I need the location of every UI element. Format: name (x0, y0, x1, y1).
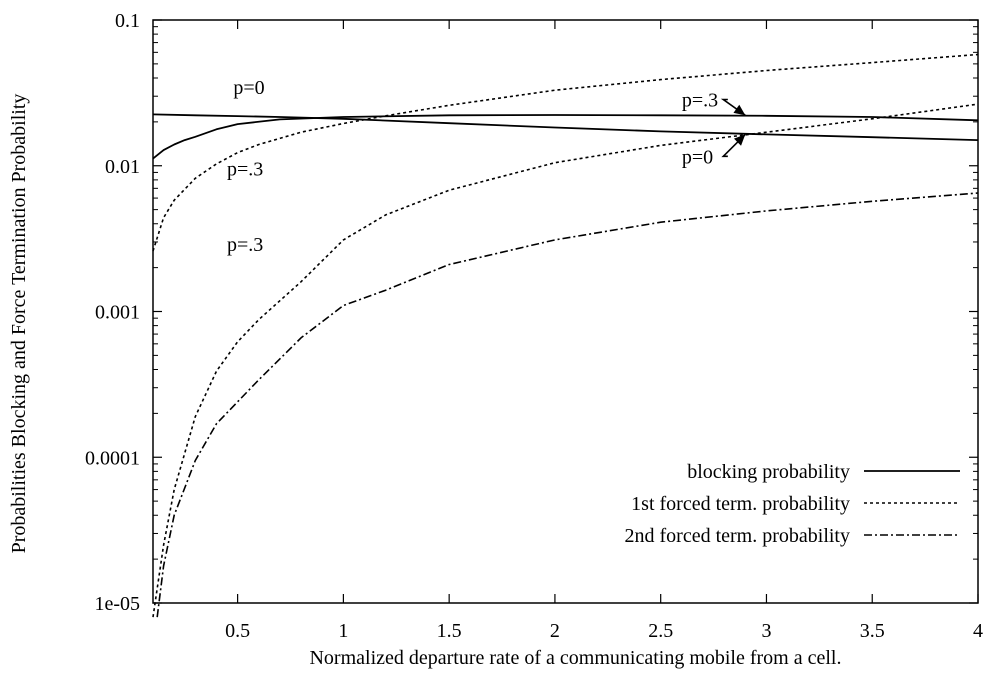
annotation-label: p=0 (682, 146, 713, 168)
plot-frame (152, 19, 979, 604)
y-tick-label: 0.0001 (85, 447, 140, 469)
annotation-arrow-head (733, 104, 746, 116)
annotation-label: p=0 (233, 77, 264, 99)
x-tick-label: 2.5 (648, 620, 673, 642)
x-tick-label: 4 (973, 620, 983, 642)
x-tick-label: 3.5 (860, 620, 885, 642)
x-tick-label: 1 (338, 620, 348, 642)
annotation-arrow-head (733, 134, 746, 146)
series-line-dotted (152, 53, 979, 252)
annotations: p=0 p=.3 p=.3 p=.3 p=0 (227, 77, 746, 256)
x-axis-label: Normalized departure rate of a communica… (309, 647, 841, 669)
series-group (152, 53, 979, 618)
x-tick-label: 0.5 (225, 620, 250, 642)
axes (152, 19, 979, 604)
series-line-solid (152, 113, 979, 141)
y-axis-label: Probabilities Blocking and Force Termina… (8, 94, 30, 554)
y-tick-label: 0.01 (105, 156, 140, 178)
y-tick-label: 0.001 (95, 302, 140, 324)
ticks: 0.5 1 1.5 2 2.5 3 3.5 4 0.1 0.01 0.001 0.0001 1e-05 (85, 10, 983, 642)
annotation-label: p=.3 (227, 234, 263, 256)
legend: blocking probability 1st forced term. pro… (625, 461, 960, 547)
legend-label: 1st forced term. probability (631, 493, 850, 515)
legend-label: blocking probability (687, 461, 850, 483)
x-tick-label: 3 (761, 620, 771, 642)
series-line-dashdot (156, 192, 979, 618)
annotation-label: p=.3 (682, 89, 718, 111)
x-tick-label: 1.5 (437, 620, 462, 642)
y-tick-label: 1e-05 (94, 593, 140, 615)
legend-label: 2nd forced term. probability (625, 525, 851, 547)
annotation-label: p=.3 (227, 158, 263, 180)
series-line-solid (152, 114, 979, 160)
y-tick-label: 0.1 (115, 10, 140, 32)
x-tick-label: 2 (550, 620, 560, 642)
series-line-dotted (152, 103, 979, 618)
